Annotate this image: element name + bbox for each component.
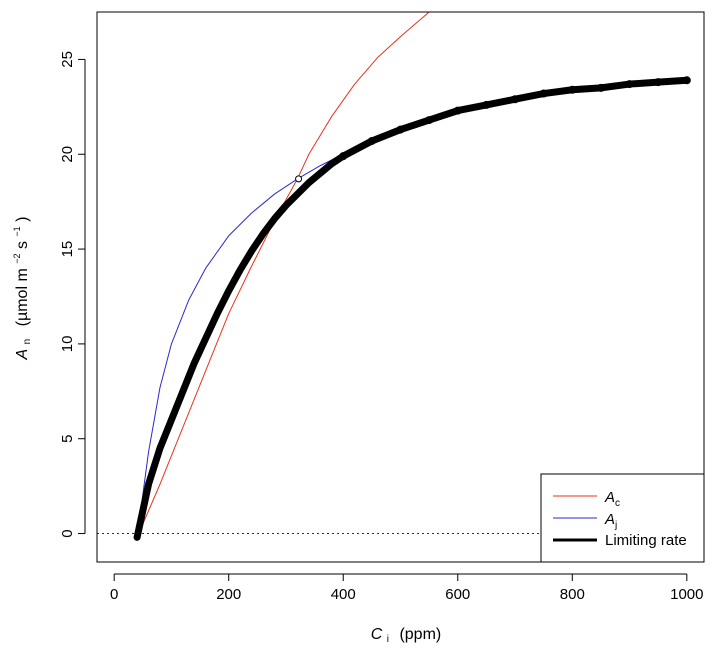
legend-label-limiting-rate: Limiting rate	[605, 532, 687, 549]
limiting-rate-point	[596, 83, 605, 92]
limiting-rate-point	[425, 116, 434, 125]
y-axis-symbol: A	[14, 349, 31, 361]
limiting-rate-point	[511, 95, 520, 104]
series-line-aj	[136, 153, 344, 538]
x-tick-label: 400	[331, 586, 356, 603]
y-axis-unit-a: (µmol m	[14, 268, 31, 326]
legend: Ac Aj Limiting rate	[540, 473, 705, 563]
x-axis-title: C i (ppm)	[371, 626, 441, 646]
limiting-rate-point	[482, 100, 491, 109]
y-tick-label: 5	[59, 435, 76, 443]
limiting-rate-point	[625, 80, 634, 89]
x-tick-label: 0	[110, 586, 118, 603]
limiting-rate-point	[654, 78, 663, 87]
limiting-rate-point	[539, 89, 548, 98]
x-tick-label: 200	[216, 586, 241, 603]
limiting-rate-point	[568, 85, 577, 94]
series-layer	[133, 12, 691, 541]
y-tick-label: 0	[59, 529, 76, 537]
marker-layer	[295, 175, 303, 183]
y-axis-unit-b: s	[14, 241, 31, 249]
y-axis-title: A n (µmol m −2 s −1 )	[7, 217, 34, 361]
legend-label-ac: Ac	[604, 489, 620, 509]
x-axis-symbol: C	[371, 626, 383, 643]
y-axis-subscript: n	[22, 339, 33, 345]
y-axis: 0 5 10 15 20 25	[59, 51, 86, 538]
series-line-ac	[136, 12, 430, 538]
series-line-limiting-rate	[133, 76, 691, 541]
x-tick-label: 1000	[670, 586, 703, 603]
x-tick-label: 800	[560, 586, 585, 603]
x-axis: 0 200 400 600 800 1000	[110, 573, 704, 603]
plot-frame	[96, 11, 705, 563]
y-tick-label: 25	[59, 51, 76, 68]
x-tick-label: 600	[445, 586, 470, 603]
y-axis-unit-exp-a: −2	[12, 253, 22, 263]
y-axis-unit-c: )	[14, 217, 31, 222]
y-tick-label: 20	[59, 146, 76, 163]
limiting-rate-point	[396, 125, 405, 134]
limiting-rate-point	[339, 152, 348, 161]
transition-point-marker	[295, 175, 303, 183]
legend-label-aj: Aj	[604, 511, 617, 531]
limiting-rate-point	[367, 136, 376, 145]
y-tick-label: 15	[59, 241, 76, 258]
x-axis-subscript: i	[387, 634, 389, 645]
x-axis-unit: (ppm)	[399, 626, 441, 643]
limiting-rate-point	[682, 76, 691, 85]
y-tick-label: 10	[59, 336, 76, 353]
limiting-rate-point	[453, 106, 462, 115]
y-axis-unit-exp-b: −1	[12, 226, 22, 236]
